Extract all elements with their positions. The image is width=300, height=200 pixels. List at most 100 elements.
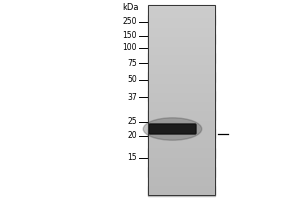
- Bar: [148, 90, 215, 91]
- Bar: [148, 41, 215, 43]
- Bar: [148, 25, 215, 26]
- Bar: [148, 110, 215, 112]
- Bar: [148, 158, 215, 159]
- Bar: [148, 125, 215, 126]
- Bar: [148, 146, 215, 147]
- Bar: [148, 71, 215, 72]
- Bar: [148, 33, 215, 35]
- Bar: [148, 74, 215, 76]
- Bar: [148, 184, 215, 185]
- Bar: [148, 23, 215, 24]
- Bar: [148, 20, 215, 22]
- Bar: [148, 98, 215, 100]
- Bar: [148, 163, 215, 164]
- Bar: [148, 100, 215, 101]
- Bar: [148, 27, 215, 28]
- Text: 150: 150: [122, 31, 137, 40]
- Bar: [148, 52, 215, 54]
- Bar: [148, 77, 215, 79]
- Bar: [148, 172, 215, 174]
- Bar: [148, 126, 215, 127]
- Bar: [148, 109, 215, 110]
- Bar: [148, 32, 215, 33]
- Bar: [148, 84, 215, 85]
- Bar: [148, 166, 215, 168]
- Bar: [148, 173, 215, 175]
- Bar: [148, 138, 215, 139]
- Bar: [148, 131, 215, 133]
- Bar: [148, 189, 215, 191]
- Bar: [148, 174, 215, 176]
- Bar: [148, 94, 215, 96]
- Bar: [148, 176, 215, 177]
- Bar: [148, 101, 215, 102]
- Bar: [148, 58, 215, 60]
- Bar: [148, 43, 215, 44]
- Text: 250: 250: [122, 18, 137, 26]
- Bar: [148, 22, 215, 24]
- Bar: [148, 26, 215, 27]
- Bar: [148, 75, 215, 77]
- Bar: [148, 60, 215, 62]
- Text: kDa: kDa: [122, 3, 139, 12]
- Bar: [148, 164, 215, 165]
- Bar: [148, 107, 215, 108]
- Bar: [148, 133, 215, 135]
- Bar: [148, 179, 215, 180]
- Bar: [148, 63, 215, 64]
- Bar: [148, 42, 215, 44]
- Bar: [148, 72, 215, 73]
- Bar: [148, 91, 215, 93]
- Bar: [148, 83, 215, 84]
- Bar: [148, 73, 215, 75]
- Bar: [148, 55, 215, 57]
- Bar: [148, 194, 215, 196]
- Bar: [148, 167, 215, 169]
- Bar: [148, 18, 215, 20]
- Bar: [148, 148, 215, 149]
- Bar: [148, 181, 215, 182]
- Bar: [148, 152, 215, 154]
- Bar: [148, 95, 215, 97]
- Bar: [148, 170, 215, 172]
- Bar: [148, 111, 215, 113]
- Ellipse shape: [143, 118, 202, 140]
- Bar: [148, 180, 215, 181]
- Bar: [148, 81, 215, 82]
- Bar: [148, 124, 215, 125]
- Bar: [148, 165, 215, 166]
- Bar: [148, 12, 215, 13]
- Bar: [148, 143, 215, 144]
- Bar: [148, 76, 215, 78]
- Bar: [148, 67, 215, 68]
- Bar: [148, 117, 215, 119]
- Bar: [148, 191, 215, 193]
- Bar: [148, 160, 215, 161]
- Bar: [148, 39, 215, 41]
- Bar: [148, 16, 215, 18]
- Bar: [148, 188, 215, 190]
- Bar: [148, 6, 215, 7]
- Bar: [148, 28, 215, 29]
- Bar: [148, 147, 215, 148]
- Bar: [148, 29, 215, 30]
- Bar: [148, 49, 215, 50]
- Bar: [148, 90, 215, 92]
- Bar: [148, 13, 215, 14]
- Bar: [148, 68, 215, 69]
- Bar: [148, 17, 215, 19]
- Bar: [148, 186, 215, 187]
- Bar: [148, 93, 215, 95]
- Bar: [148, 104, 215, 105]
- Bar: [148, 113, 215, 115]
- Bar: [148, 78, 215, 80]
- Bar: [148, 89, 215, 90]
- Bar: [148, 149, 215, 151]
- Bar: [148, 192, 215, 194]
- Bar: [148, 97, 215, 99]
- Bar: [148, 9, 215, 10]
- Bar: [148, 19, 215, 21]
- Bar: [148, 40, 215, 42]
- Bar: [148, 112, 215, 114]
- Bar: [148, 65, 215, 66]
